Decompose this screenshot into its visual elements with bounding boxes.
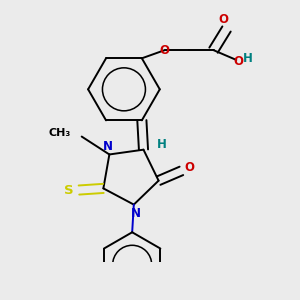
Text: O: O	[184, 161, 194, 174]
Text: CH₃: CH₃	[48, 128, 70, 138]
Text: O: O	[233, 55, 243, 68]
Text: H: H	[243, 52, 253, 65]
Text: N: N	[130, 207, 140, 220]
Text: H: H	[157, 138, 166, 151]
Text: N: N	[103, 140, 113, 153]
Text: O: O	[218, 13, 228, 26]
Text: S: S	[64, 184, 74, 196]
Text: O: O	[160, 44, 170, 57]
